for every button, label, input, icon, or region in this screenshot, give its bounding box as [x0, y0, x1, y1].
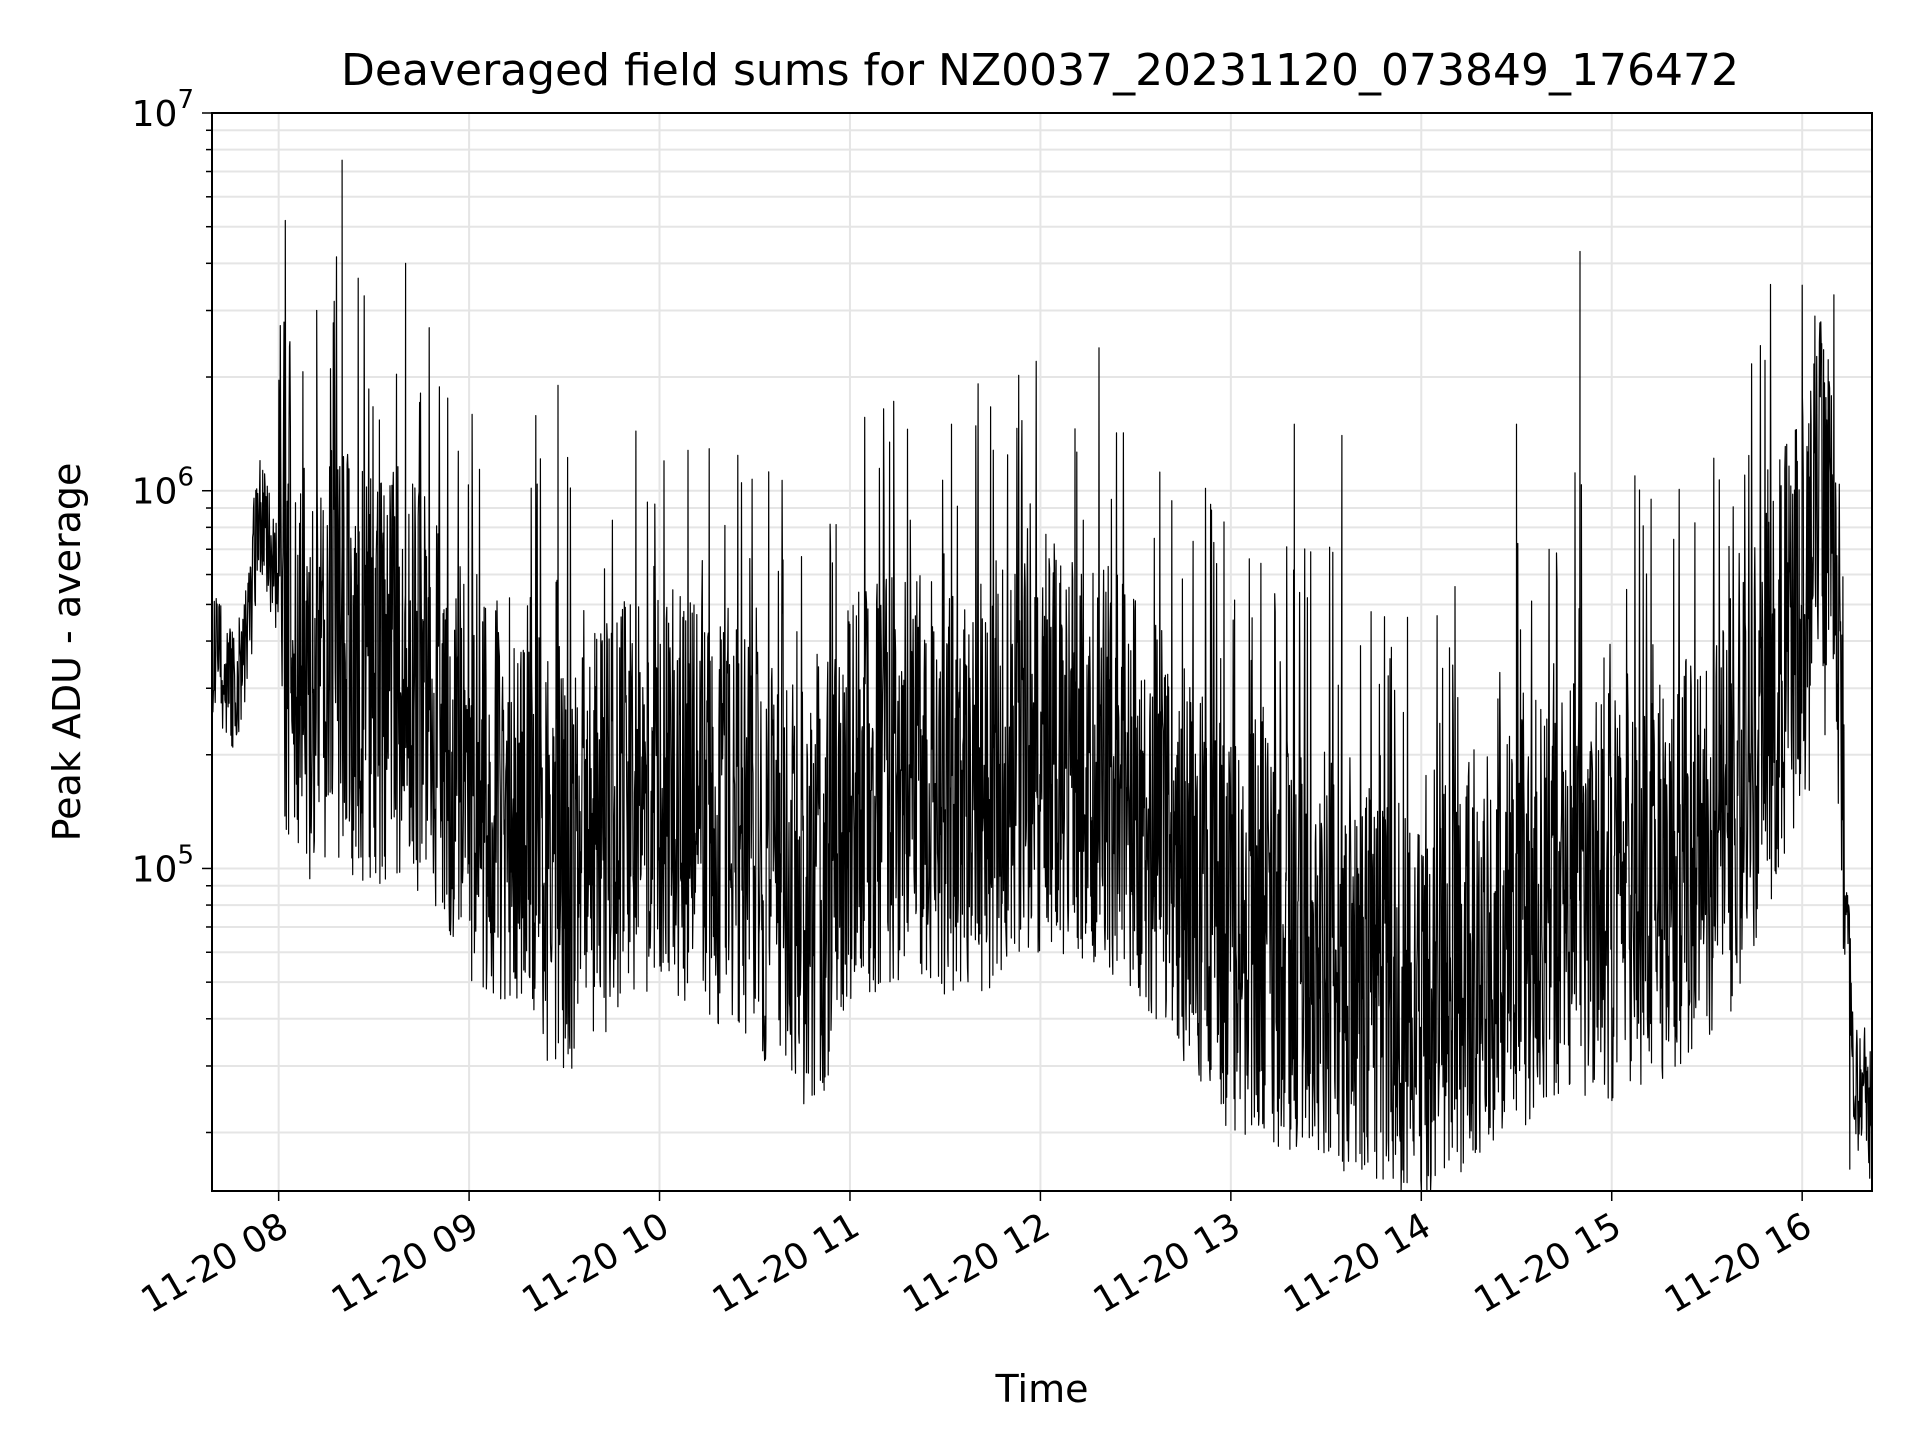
plot-frame [211, 112, 1873, 1192]
y-tick-label: 105 [132, 840, 194, 890]
y-axis: 105 106 107 [132, 85, 212, 1134]
series-group [212, 159, 1872, 1191]
y-tick-label: 106 [132, 463, 194, 513]
chart-title: Deaveraged field sums for NZ0037_2023112… [341, 45, 1739, 96]
series-line [212, 159, 1872, 1191]
plot-area [212, 159, 1872, 1191]
y-axis-label: Peak ADU - average [45, 463, 89, 842]
y-tick-label: 107 [132, 85, 194, 135]
x-axis-label: Time [995, 1367, 1089, 1411]
